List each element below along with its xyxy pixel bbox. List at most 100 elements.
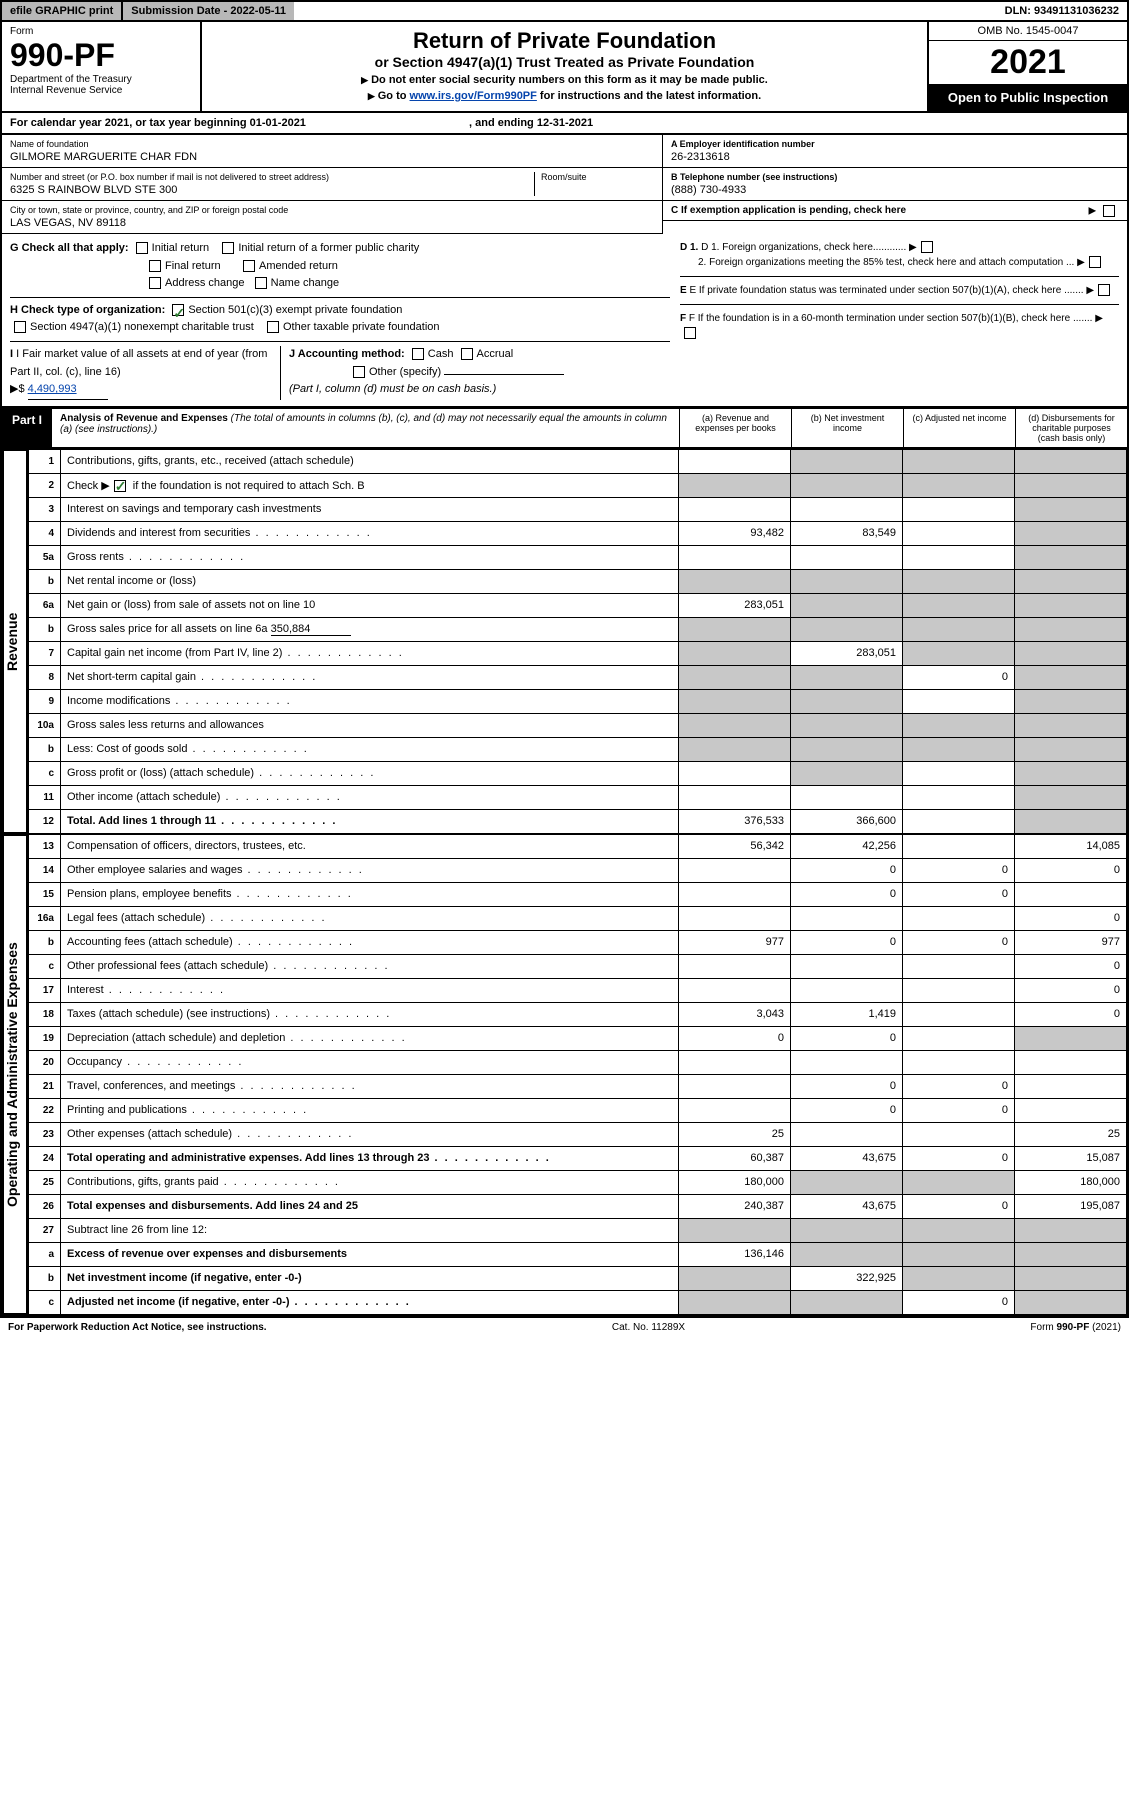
r22b: 0 xyxy=(791,1098,903,1122)
r15c: 0 xyxy=(903,882,1015,906)
r24c: 0 xyxy=(903,1146,1015,1170)
g1: Initial return xyxy=(152,242,209,254)
address: 6325 S RAINBOW BLVD STE 300 xyxy=(10,184,534,196)
g-name-checkbox[interactable] xyxy=(255,277,267,289)
g-label: G Check all that apply: xyxy=(10,242,129,254)
submission-date-label: Submission Date - 2022-05-11 xyxy=(121,2,294,20)
r6aa: 283,051 xyxy=(679,593,791,617)
r4b: 83,549 xyxy=(791,521,903,545)
h1: Section 501(c)(3) exempt private foundat… xyxy=(188,304,402,316)
table-row: bNet investment income (if negative, ent… xyxy=(29,1266,1127,1290)
room-label: Room/suite xyxy=(541,172,654,182)
g-initial-former-checkbox[interactable] xyxy=(222,242,234,254)
r10c: Gross profit or (loss) (attach schedule) xyxy=(61,761,679,785)
table-row: 13Compensation of officers, directors, t… xyxy=(29,834,1127,858)
r25d: 180,000 xyxy=(1015,1170,1127,1194)
r16b: Accounting fees (attach schedule) xyxy=(61,930,679,954)
note2-post: for instructions and the latest informat… xyxy=(537,90,761,102)
g4: Amended return xyxy=(259,260,338,272)
r24: Total operating and administrative expen… xyxy=(61,1146,679,1170)
r17d: 0 xyxy=(1015,978,1127,1002)
form990pf-link[interactable]: www.irs.gov/Form990PF xyxy=(410,90,537,102)
r12a: 376,533 xyxy=(679,809,791,833)
cal-pre: For calendar year 2021, or tax year begi… xyxy=(10,117,250,129)
r27aa: 136,146 xyxy=(679,1242,791,1266)
h-4947-checkbox[interactable] xyxy=(14,321,26,333)
f-checkbox[interactable] xyxy=(684,327,696,339)
r24a: 60,387 xyxy=(679,1146,791,1170)
j-cash-checkbox[interactable] xyxy=(412,348,424,360)
note2-pre: Go to xyxy=(368,90,410,102)
e-checkbox[interactable] xyxy=(1098,284,1110,296)
r10b: Less: Cost of goods sold xyxy=(61,737,679,761)
d2-checkbox[interactable] xyxy=(1089,256,1101,268)
r18d: 0 xyxy=(1015,1002,1127,1026)
d1-checkbox[interactable] xyxy=(921,241,933,253)
r20: Occupancy xyxy=(61,1050,679,1074)
j-note: (Part I, column (d) must be on cash basi… xyxy=(289,383,496,395)
r5a: Gross rents xyxy=(61,545,679,569)
city-cell: City or town, state or province, country… xyxy=(2,201,662,234)
g-initial-checkbox[interactable] xyxy=(136,242,148,254)
r14d: 0 xyxy=(1015,858,1127,882)
f-text: F If the foundation is in a 60-month ter… xyxy=(689,313,1093,324)
table-row: 25Contributions, gifts, grants paid180,0… xyxy=(29,1170,1127,1194)
table-row: 26Total expenses and disbursements. Add … xyxy=(29,1194,1127,1218)
table-row: aExcess of revenue over expenses and dis… xyxy=(29,1242,1127,1266)
c-checkbox[interactable] xyxy=(1103,205,1115,217)
g-amended-checkbox[interactable] xyxy=(243,260,255,272)
g-final-checkbox[interactable] xyxy=(149,260,161,272)
r22: Printing and publications xyxy=(61,1098,679,1122)
part1-title: Analysis of Revenue and Expenses xyxy=(60,413,228,424)
g6: Name change xyxy=(271,277,340,289)
r15b: 0 xyxy=(791,882,903,906)
r16ad: 0 xyxy=(1015,906,1127,930)
h-label: H Check type of organization: xyxy=(10,304,165,316)
table-row: 27Subtract line 26 from line 12: xyxy=(29,1218,1127,1242)
table-row: 8Net short-term capital gain0 xyxy=(29,665,1127,689)
g-row: G Check all that apply: Initial return I… xyxy=(10,240,670,293)
h-row: H Check type of organization: Section 50… xyxy=(10,297,670,337)
ij-row: I I Fair market value of all assets at e… xyxy=(10,341,670,400)
efile-label[interactable]: efile GRAPHIC print xyxy=(2,2,121,20)
cal-end: 12-31-2021 xyxy=(537,117,593,129)
r27cc: 0 xyxy=(903,1290,1015,1314)
r11: Other income (attach schedule) xyxy=(61,785,679,809)
form-title: Return of Private Foundation xyxy=(208,28,921,54)
ein-label: A Employer identification number xyxy=(671,139,1119,149)
part1-header: Part I Analysis of Revenue and Expenses … xyxy=(0,408,1129,449)
table-row: 3Interest on savings and temporary cash … xyxy=(29,497,1127,521)
r6b: Gross sales price for all assets on line… xyxy=(61,617,679,641)
fmv-link[interactable]: 4,490,993 xyxy=(28,381,108,400)
table-row: bGross sales price for all assets on lin… xyxy=(29,617,1127,641)
r24b: 43,675 xyxy=(791,1146,903,1170)
h-other-checkbox[interactable] xyxy=(267,321,279,333)
revenue-side-label: Revenue xyxy=(2,449,28,834)
part1-badge: Part I xyxy=(2,409,52,447)
calendar-year-row: For calendar year 2021, or tax year begi… xyxy=(0,113,1129,135)
r21c: 0 xyxy=(903,1074,1015,1098)
r19: Depreciation (attach schedule) and deple… xyxy=(61,1026,679,1050)
h-501c3-checkbox[interactable] xyxy=(172,304,184,316)
g-address-checkbox[interactable] xyxy=(149,277,161,289)
table-row: bLess: Cost of goods sold xyxy=(29,737,1127,761)
city: LAS VEGAS, NV 89118 xyxy=(10,217,654,229)
page-footer: For Paperwork Reduction Act Notice, see … xyxy=(0,1317,1129,1337)
r14b: 0 xyxy=(791,858,903,882)
ein-cell: A Employer identification number 26-2313… xyxy=(663,135,1127,168)
r13b: 42,256 xyxy=(791,834,903,858)
j-accrual-checkbox[interactable] xyxy=(461,348,473,360)
r27c: Adjusted net income (if negative, enter … xyxy=(61,1290,679,1314)
r22c: 0 xyxy=(903,1098,1015,1122)
r2-checkbox[interactable] xyxy=(114,480,126,492)
j-other-checkbox[interactable] xyxy=(353,366,365,378)
r19a: 0 xyxy=(679,1026,791,1050)
sub-date-val: 2022-05-11 xyxy=(230,5,286,17)
r17: Interest xyxy=(61,978,679,1002)
header-mid: Return of Private Foundation or Section … xyxy=(202,22,927,111)
checks-block: G Check all that apply: Initial return I… xyxy=(0,234,1129,408)
table-row: 19Depreciation (attach schedule) and dep… xyxy=(29,1026,1127,1050)
r6b-pre: Gross sales price for all assets on line… xyxy=(67,623,268,635)
expenses-table: 13Compensation of officers, directors, t… xyxy=(28,834,1127,1315)
r6b-val: 350,884 xyxy=(271,623,351,636)
